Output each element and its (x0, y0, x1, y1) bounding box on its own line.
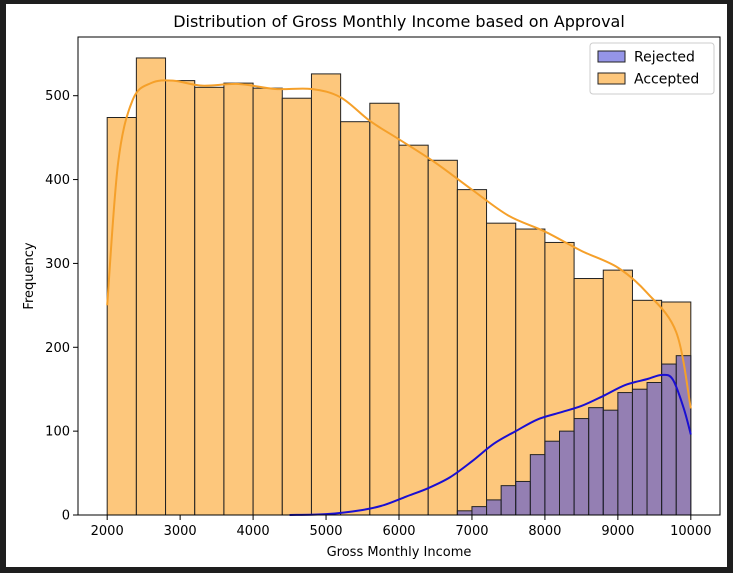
x-tick-label: 2000 (91, 524, 124, 539)
accepted-bar (281, 97, 312, 516)
x-tick-label: 8000 (528, 524, 561, 539)
y-tick-label: 300 (45, 257, 70, 272)
legend-label-accepted: Accepted (634, 72, 699, 88)
legend-swatch-accepted (597, 72, 626, 85)
y-tick-label: 100 (45, 425, 70, 440)
rejected-bar (471, 506, 488, 516)
rejected-bar (675, 355, 692, 516)
accepted-bar (135, 57, 167, 516)
accepted-bar (398, 144, 429, 516)
rejected-kde-line (289, 373, 692, 516)
chart-title: Distribution of Gross Monthly Income bas… (173, 12, 625, 31)
y-tick-label: 500 (45, 89, 70, 104)
x-tick-label: 5000 (309, 524, 342, 539)
x-tick-label: 10000 (670, 524, 711, 539)
accepted-bar (223, 82, 254, 516)
rejected-bar (559, 430, 575, 516)
rejected-bar (529, 454, 546, 516)
rejected-bar (544, 440, 561, 516)
y-axis-label: Frequency (22, 242, 37, 309)
rejected-bar (661, 363, 677, 516)
rejected-bar (500, 485, 517, 516)
rejected-bar (588, 407, 604, 516)
rejected-bar (573, 418, 590, 516)
y-tick-label: 400 (45, 173, 70, 188)
accepted-kde-line (106, 79, 692, 409)
accepted-bar (165, 80, 196, 516)
accepted-bar (427, 159, 458, 516)
legend-label-rejected: Rejected (634, 50, 695, 66)
accepted-bar (486, 222, 517, 516)
rejected-bar (646, 382, 663, 516)
legend-swatch-rejected (597, 50, 626, 63)
accepted-bar (340, 121, 371, 516)
accepted-bar (106, 117, 137, 516)
accepted-bar (456, 189, 488, 516)
x-tick-label: 4000 (237, 524, 270, 539)
x-tick-label: 6000 (382, 524, 415, 539)
x-tick-label: 3000 (164, 524, 197, 539)
accepted-bar (369, 102, 400, 516)
y-tick-label: 0 (62, 509, 70, 524)
rejected-bar (631, 388, 648, 516)
y-tick-label: 200 (45, 341, 70, 356)
x-axis-label: Gross Monthly Income (327, 545, 472, 560)
rejected-bar (486, 499, 502, 516)
rejected-bar (456, 510, 473, 516)
accepted-bar (194, 86, 225, 516)
figure: 2000 3000 4000 5000 6000 7000 8000 9000 10000 0 10… (6, 4, 727, 567)
accepted-bar (310, 73, 342, 516)
x-tick-label: 9000 (601, 524, 634, 539)
rejected-bar (602, 409, 619, 516)
accepted-bar (252, 87, 283, 516)
histogram-chart: 2000 3000 4000 5000 6000 7000 8000 9000 10000 0 10… (22, 12, 721, 560)
x-tick-label: 7000 (455, 524, 488, 539)
rejected-bar (617, 392, 633, 516)
rejected-bar (515, 480, 531, 516)
